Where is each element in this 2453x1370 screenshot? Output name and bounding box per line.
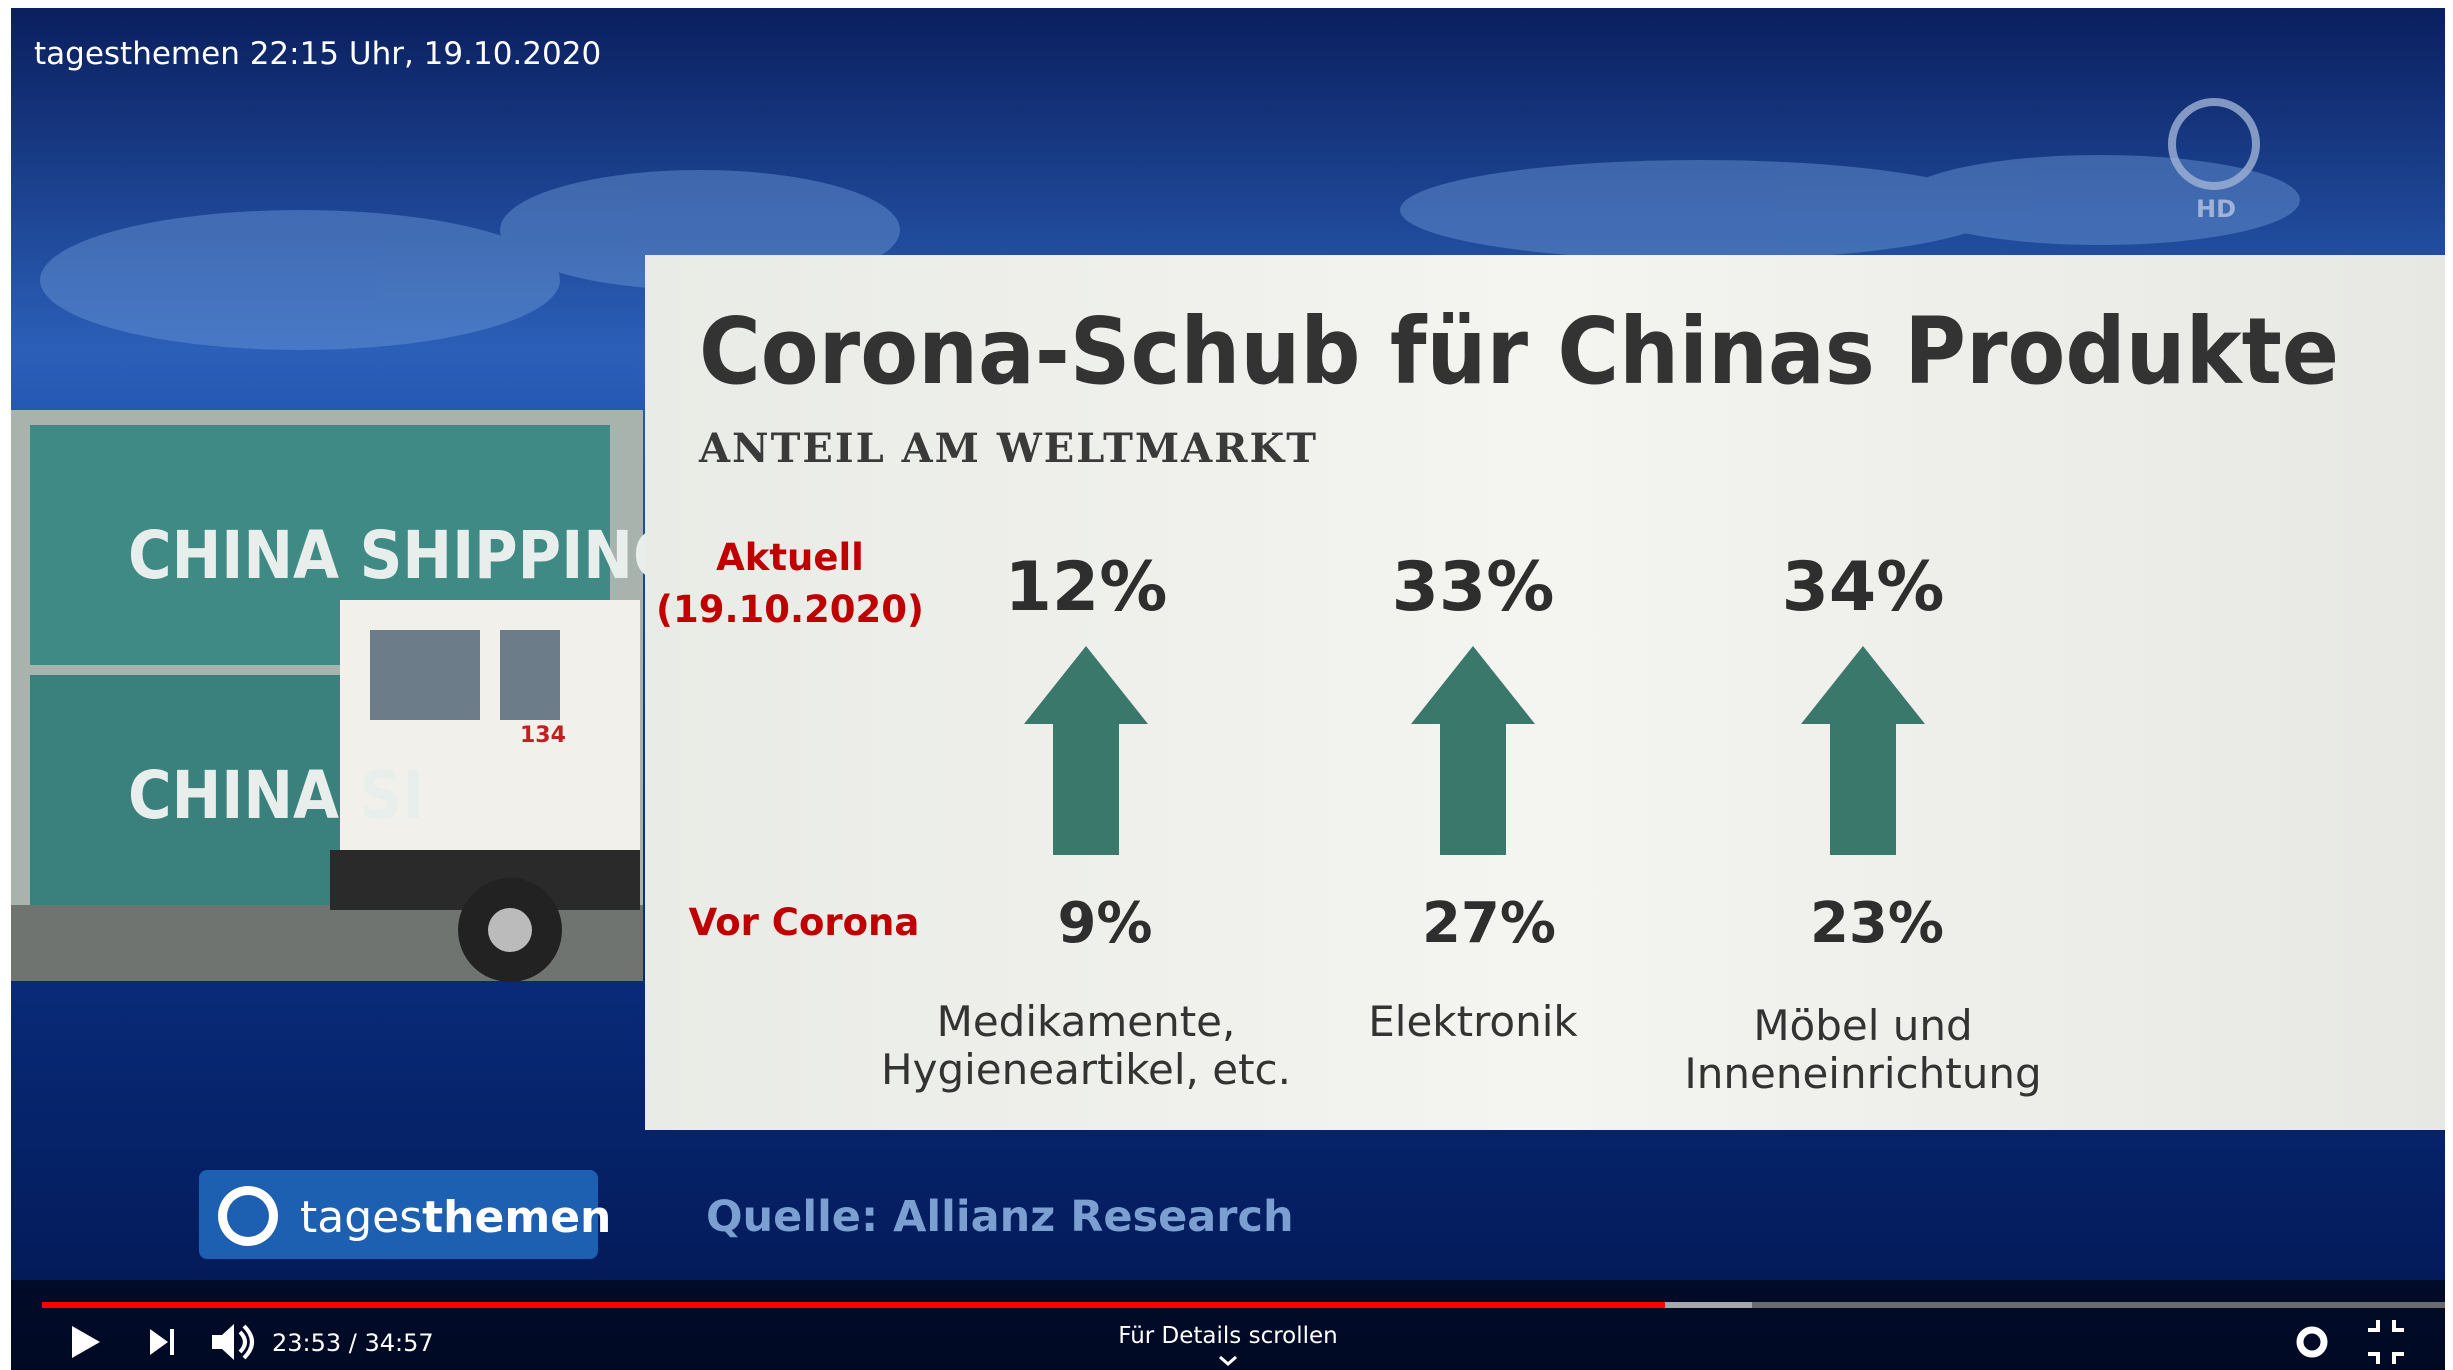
row-label: Vor Corona <box>689 901 920 944</box>
container-text: CHINA SHIPPING <box>128 517 682 594</box>
control-bar <box>11 1280 2445 1370</box>
category-label: Elektronik <box>1368 997 1578 1046</box>
current-share: 33% <box>1392 548 1555 627</box>
channel-badge: HD <box>2196 195 2236 223</box>
current-share: 34% <box>1782 548 1945 627</box>
next-button[interactable] <box>170 1329 174 1355</box>
volume-button[interactable] <box>238 1324 254 1360</box>
category-label: Möbel und <box>1753 1001 1972 1050</box>
arrow <box>1411 646 1535 855</box>
truck-number: 134 <box>520 723 566 748</box>
video-title: tagesthemen 22:15 Uhr, 19.10.2020 <box>34 36 601 72</box>
before-share: 23% <box>1810 891 1944 956</box>
progress-played[interactable] <box>42 1302 1665 1308</box>
row-label: (19.10.2020) <box>656 588 924 631</box>
items: 12% 9% Medikamente,Hygieneartikel, etc. 33%… <box>881 548 2042 1098</box>
next-button[interactable] <box>150 1329 168 1355</box>
row-label: Aktuell <box>716 536 864 579</box>
details-chevron[interactable] <box>1219 1355 1237 1366</box>
logo-text: tages <box>300 1192 422 1243</box>
category-label: Medikamente, <box>937 997 1236 1046</box>
play-button[interactable] <box>72 1326 100 1358</box>
logo-box <box>199 1170 598 1259</box>
graphic-subtitle: ANTEIL AM WELTMARKT <box>698 425 1318 472</box>
graphic-title: Corona-Schub für Chinas Produkte <box>699 298 2339 405</box>
current-share: 12% <box>1005 548 1168 627</box>
photo <box>11 410 643 982</box>
volume-button[interactable] <box>212 1324 234 1360</box>
exit-fullscreen-button[interactable] <box>2368 1320 2404 1364</box>
arrow <box>1801 646 1925 855</box>
container-text: CHINA SI <box>128 757 424 834</box>
graphic-panel <box>645 255 2445 1130</box>
progress-buffer <box>1665 1302 1752 1308</box>
logo-icon <box>227 1195 269 1237</box>
arrow <box>1024 646 1148 855</box>
category-label: Hygieneartikel, etc. <box>881 1045 1291 1094</box>
details-hint[interactable]: Für Details scrollen <box>1118 1323 1338 1349</box>
logo-text: themen <box>422 1192 611 1243</box>
before-share: 27% <box>1422 891 1556 956</box>
time-display: 23:53 / 34:57 <box>272 1329 434 1357</box>
source: Quelle: Allianz Research <box>706 1192 1294 1242</box>
settings-button[interactable] <box>2296 1326 2328 1358</box>
category-label: Inneneinrichtung <box>1684 1049 2041 1098</box>
channel-logo <box>2168 98 2260 190</box>
before-share: 9% <box>1057 891 1152 956</box>
